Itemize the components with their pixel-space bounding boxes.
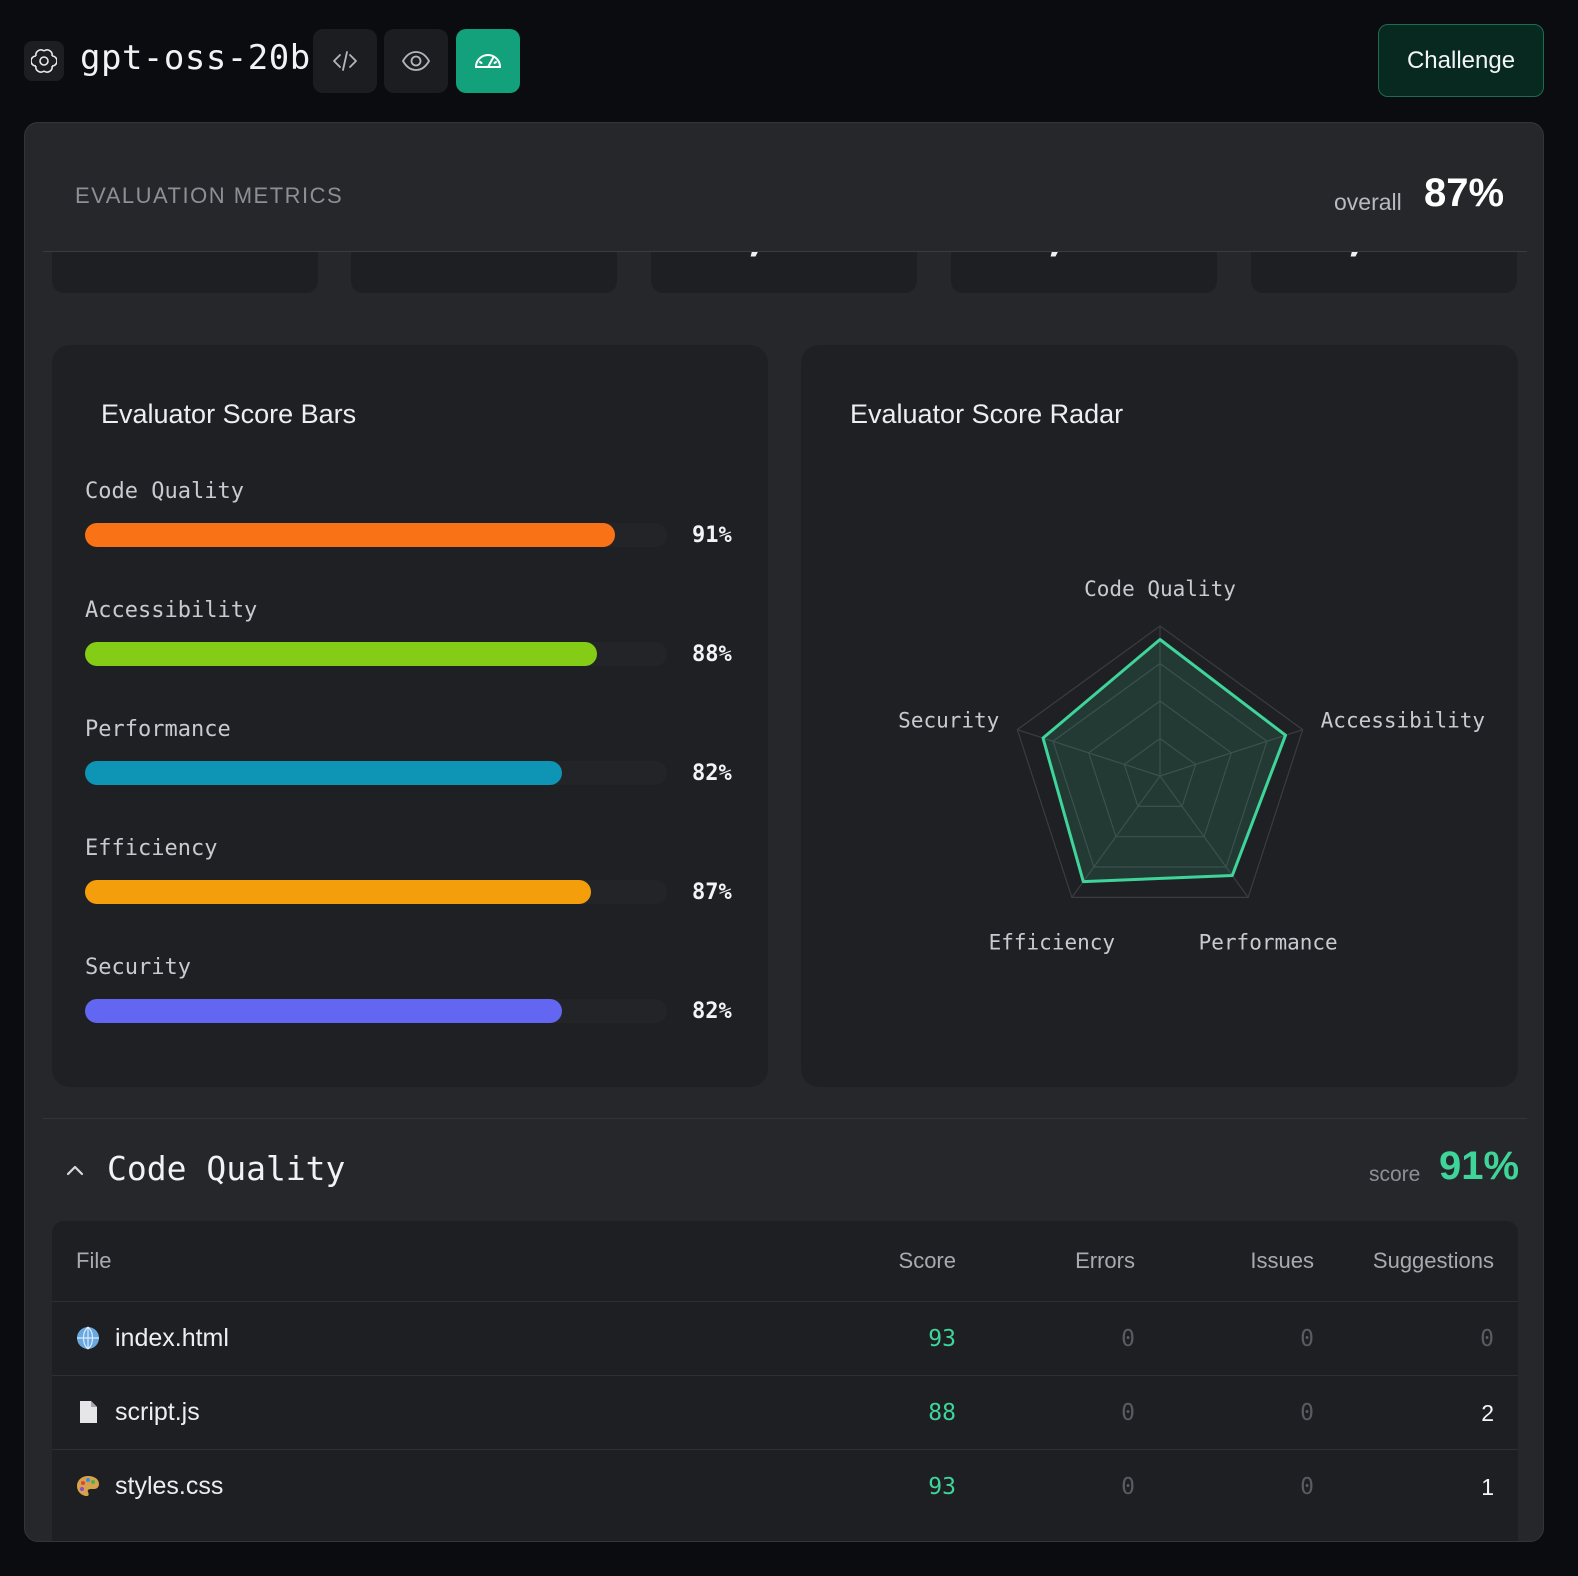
radar-axis-label: Performance xyxy=(1199,930,1338,954)
section-title[interactable]: Code Quality xyxy=(107,1149,346,1188)
radar-axis-label: Code Quality xyxy=(1084,577,1236,601)
metrics-title: EVALUATION METRICS xyxy=(75,183,344,208)
table-row[interactable]: script.js 88 0 0 2 xyxy=(52,1375,1518,1449)
stat-unit: s xyxy=(545,252,562,257)
bar-label: Efficiency xyxy=(85,836,218,861)
stat-value: 1,646 xyxy=(1015,252,1153,261)
radar-axis xyxy=(1159,729,1303,777)
openai-logo-icon xyxy=(24,41,64,81)
stat-value: 1,766 xyxy=(1315,252,1453,261)
chevron-up-icon[interactable] xyxy=(63,1159,87,1183)
bar-track xyxy=(85,523,667,547)
stat-value: 2,888 xyxy=(715,252,853,261)
file-name: index.html xyxy=(115,1324,229,1352)
gauge-icon xyxy=(474,54,502,68)
stat-card: 1,766 xyxy=(1251,252,1517,293)
radar-grid-ring xyxy=(1087,700,1233,838)
column-header-score: Score xyxy=(898,1248,956,1273)
metrics-button[interactable] xyxy=(456,29,520,93)
file-name: script.js xyxy=(115,1398,200,1426)
radar-axis-label: Efficiency xyxy=(989,930,1115,954)
bar-value-label: 91% xyxy=(692,523,732,548)
bar-label: Code Quality xyxy=(85,479,244,504)
eye-icon xyxy=(401,51,431,71)
file-issues: 0 xyxy=(1300,1400,1314,1426)
file-score: 88 xyxy=(928,1400,956,1426)
bar-value-label: 82% xyxy=(692,999,732,1024)
bar-value-label: 87% xyxy=(692,880,732,905)
radar-series-polygon xyxy=(1041,638,1288,884)
file-scores-table: File Score Errors Issues Suggestions ind… xyxy=(52,1221,1518,1541)
score-bars-card: Evaluator Score Bars Code Quality 91% Acce… xyxy=(52,345,768,1087)
stat-card: 241 xyxy=(52,252,318,293)
evaluation-panel: EVALUATION METRICS overall 87% 241 7.85 … xyxy=(24,122,1544,1542)
radar-axis xyxy=(1071,775,1161,898)
bar-fill xyxy=(85,523,615,547)
bars-card-title: Evaluator Score Bars xyxy=(101,399,357,429)
file-errors: 0 xyxy=(1121,1400,1135,1426)
globe-icon xyxy=(77,1326,99,1350)
challenge-button[interactable]: Challenge xyxy=(1378,24,1544,97)
score-radar-card: Evaluator Score Radar Code Quality Access… xyxy=(801,345,1518,1087)
code-icon xyxy=(333,51,357,71)
file-suggestions: 1 xyxy=(1481,1474,1494,1500)
radar-chart: Code Quality Accessibility Performance Effi… xyxy=(898,577,1485,954)
table-row[interactable]: styles.css 93 0 0 1 xyxy=(52,1449,1518,1523)
model-name: gpt-oss-20b xyxy=(80,38,311,78)
stat-value: 7.85 xyxy=(406,252,517,261)
file-score: 93 xyxy=(928,1326,956,1352)
bar-label: Performance xyxy=(85,717,231,742)
preview-button[interactable] xyxy=(384,29,448,93)
bar-fill xyxy=(85,999,563,1023)
code-view-button[interactable] xyxy=(313,29,377,93)
bar-value-label: 88% xyxy=(692,642,732,667)
bar-label: Security xyxy=(85,955,191,980)
bar-track xyxy=(85,880,667,904)
radar-axis xyxy=(1017,729,1161,777)
section-score-label: score xyxy=(1369,1163,1421,1186)
palette-icon xyxy=(77,1476,99,1496)
file-name: styles.css xyxy=(115,1472,224,1500)
top-bar: gpt-oss-20b Challenge xyxy=(0,0,1578,122)
section-divider xyxy=(43,1118,1527,1119)
stat-card: 1,646 xyxy=(951,252,1217,293)
column-header-errors: Errors xyxy=(1075,1248,1135,1273)
bar-track xyxy=(85,761,667,785)
stats-row: 241 7.85 s 2,888 1,646 1,766 xyxy=(25,252,1543,322)
document-icon xyxy=(80,1401,97,1423)
table-row[interactable]: index.html 93 0 0 0 xyxy=(52,1301,1518,1375)
section-score-value: 91% xyxy=(1439,1144,1520,1188)
file-errors: 0 xyxy=(1121,1474,1135,1500)
bar-value-label: 82% xyxy=(692,761,732,786)
bar-fill xyxy=(85,642,598,666)
radar-grid-ring xyxy=(1052,662,1268,868)
file-score: 93 xyxy=(928,1474,956,1500)
file-issues: 0 xyxy=(1300,1474,1314,1500)
radar-grid-ring xyxy=(1016,625,1304,898)
file-issues: 0 xyxy=(1300,1326,1314,1352)
bar-fill xyxy=(85,880,592,904)
bar-label: Accessibility xyxy=(85,598,258,623)
radar-axis-label: Accessibility xyxy=(1321,709,1485,733)
bar-fill xyxy=(85,761,563,785)
stat-value: 241 xyxy=(143,252,226,261)
stat-card: 2,888 xyxy=(651,252,917,293)
radar-axis xyxy=(1159,775,1249,898)
overall-label: overall xyxy=(1334,189,1402,215)
radar-card-title: Evaluator Score Radar xyxy=(850,399,1124,429)
header-divider xyxy=(43,251,1527,252)
column-header-suggestions: Suggestions xyxy=(1372,1248,1494,1273)
column-header-file: File xyxy=(76,1248,112,1273)
stat-card: 7.85 s xyxy=(351,252,617,293)
bar-track xyxy=(85,642,667,666)
column-header-issues: Issues xyxy=(1250,1248,1314,1273)
file-suggestions: 0 xyxy=(1480,1326,1494,1352)
bar-track xyxy=(85,999,667,1023)
radar-grid-ring xyxy=(1123,737,1197,807)
radar-axis-label: Security xyxy=(898,709,999,733)
file-errors: 0 xyxy=(1121,1326,1135,1352)
overall-value: 87% xyxy=(1424,171,1505,215)
file-suggestions: 2 xyxy=(1481,1400,1494,1426)
